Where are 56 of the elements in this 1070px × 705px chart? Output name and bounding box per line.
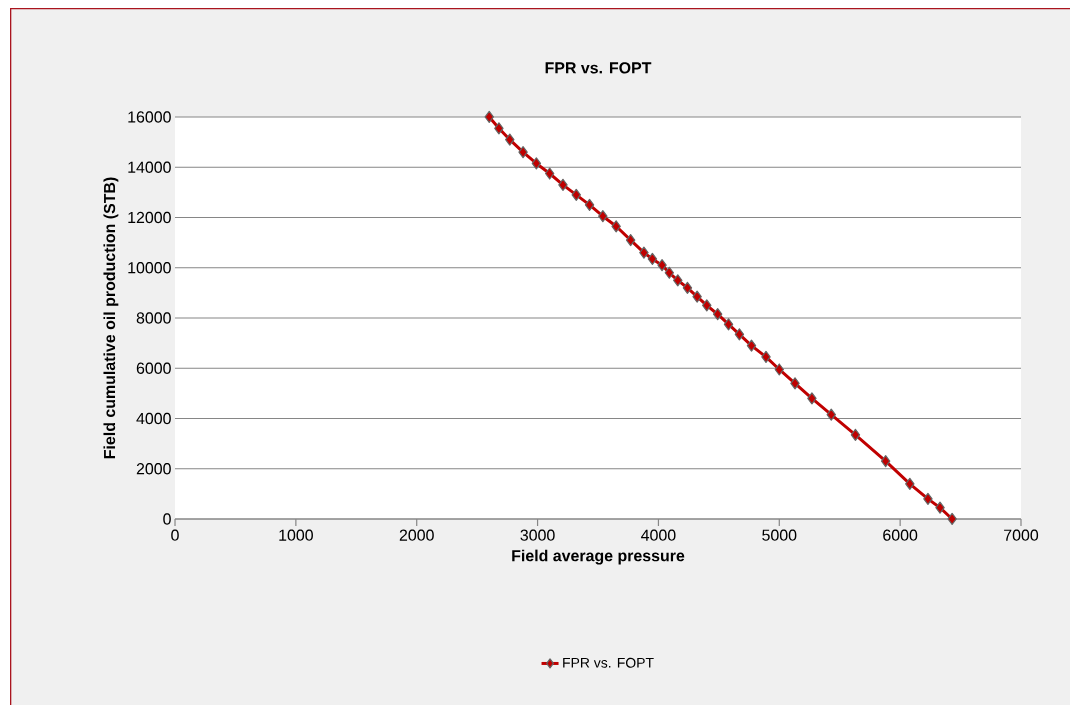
point	[518, 146, 528, 159]
y-tick-label: 2000	[136, 463, 171, 475]
x-tick-label: 2000	[399, 529, 434, 541]
point	[647, 252, 658, 266]
point	[673, 274, 683, 287]
x-tick-label: 6000	[883, 529, 918, 541]
point	[807, 392, 817, 405]
x-tick-label: 3000	[520, 529, 555, 541]
chart-title: FPR vs. FOPT	[545, 62, 652, 74]
point	[702, 299, 712, 312]
x-tick-label: 1000	[279, 529, 313, 541]
y-tick-label: 12000	[128, 211, 171, 224]
point	[692, 290, 702, 303]
point	[531, 157, 542, 170]
point	[746, 339, 757, 352]
point	[611, 220, 621, 233]
point	[664, 266, 675, 279]
point	[484, 110, 494, 124]
point	[544, 167, 555, 180]
point	[850, 428, 861, 441]
x-tick-label: 5000	[762, 529, 797, 541]
y-tick-label: 10000	[128, 262, 171, 274]
point	[826, 408, 836, 421]
point	[935, 501, 945, 514]
point	[734, 328, 745, 341]
x-tick-label: 4000	[641, 529, 676, 541]
point	[774, 363, 785, 376]
y-tick-label: 4000	[136, 412, 171, 425]
point	[558, 178, 568, 191]
y-axis-title: Field cumulative oil production (STB)	[103, 177, 119, 459]
y-tick-label: 16000	[128, 111, 171, 123]
point	[571, 188, 581, 201]
point	[639, 246, 649, 259]
x-axis-title: Field average pressure	[512, 549, 685, 565]
point	[905, 477, 915, 490]
point	[723, 318, 734, 331]
point	[505, 133, 515, 146]
point	[947, 512, 957, 526]
x-tick-label: 0	[171, 529, 179, 541]
legend-label: FPR vs. FOPT	[563, 657, 654, 668]
y-tick-label: 0	[163, 513, 171, 525]
point	[790, 377, 800, 390]
point	[923, 492, 933, 505]
y-tick-label: 14000	[128, 161, 171, 173]
x-tick-label: 7000	[1004, 529, 1039, 541]
point	[880, 455, 891, 468]
point	[712, 308, 723, 321]
point	[625, 234, 636, 247]
point	[682, 281, 693, 294]
point	[494, 122, 504, 135]
y-tick-label: 8000	[136, 312, 171, 324]
point	[761, 350, 771, 364]
point	[584, 198, 595, 212]
y-tick-label: 6000	[136, 362, 171, 374]
point	[657, 259, 667, 272]
point	[598, 210, 608, 223]
